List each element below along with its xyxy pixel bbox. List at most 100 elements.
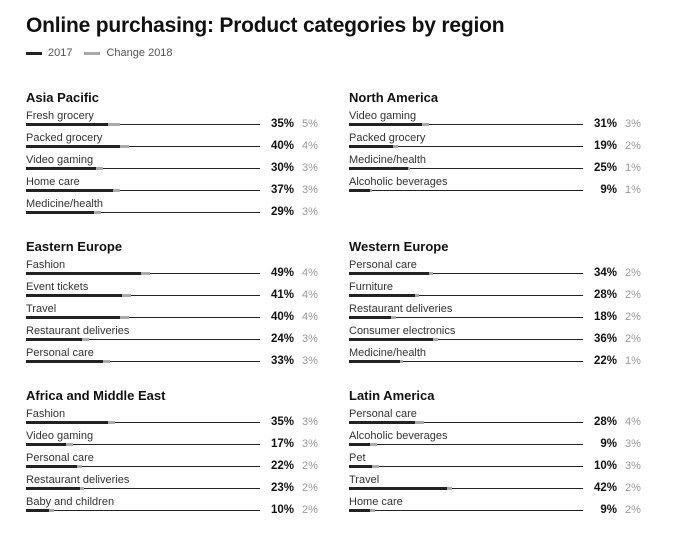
change-2018-label: 2% xyxy=(302,482,318,494)
value-2017-label: 24% xyxy=(270,333,294,345)
bar-change-2018 xyxy=(140,272,151,275)
region-title: North America xyxy=(349,90,439,105)
bar-track xyxy=(349,444,583,445)
bar-change-2018 xyxy=(121,294,132,297)
category-label: Travel xyxy=(26,303,57,315)
bar-change-2018 xyxy=(107,123,120,126)
change-2018-label: 3% xyxy=(302,355,318,367)
value-2017-label: 40% xyxy=(270,311,294,323)
category-label: Restaurant deliveries xyxy=(26,474,130,486)
category-label: Fashion xyxy=(26,259,66,271)
category-row: Video gaming 17% 3% xyxy=(26,430,324,452)
bar-track xyxy=(349,361,583,362)
bar-track xyxy=(26,444,260,445)
value-2017-label: 41% xyxy=(270,289,294,301)
bar-change-2018 xyxy=(407,167,410,170)
category-row: Event tickets 41% 4% xyxy=(26,281,324,303)
region-title: Asia Pacific xyxy=(26,90,99,105)
category-label: Alcoholic beverages xyxy=(349,176,448,188)
bar-change-2018 xyxy=(107,421,115,424)
bar-2017 xyxy=(349,167,408,170)
bar-change-2018 xyxy=(82,338,90,341)
value-2017-label: 37% xyxy=(270,184,294,196)
bar-change-2018 xyxy=(421,123,429,126)
category-row: Restaurant deliveries 18% 2% xyxy=(349,303,647,325)
bar-track xyxy=(349,168,583,169)
bar-2017 xyxy=(26,316,120,319)
bar-track xyxy=(349,146,583,147)
bar-track xyxy=(26,488,260,489)
bar-2017 xyxy=(26,487,80,490)
bar-change-2018 xyxy=(119,145,129,148)
bar-track xyxy=(26,146,260,147)
region-title: Western Europe xyxy=(349,239,449,254)
category-label: Furniture xyxy=(349,281,394,293)
region-panel: Africa and Middle East Fashion 35% 3% Video … xyxy=(26,388,324,518)
bar-change-2018 xyxy=(400,360,403,363)
bar-track xyxy=(349,124,583,125)
bar-2017 xyxy=(349,360,401,363)
category-row: Personal care 28% 4% xyxy=(349,408,647,430)
category-row: Alcoholic beverages 9% 3% xyxy=(349,430,647,452)
value-2017-label: 10% xyxy=(593,460,617,472)
value-2017-label: 28% xyxy=(593,289,617,301)
bar-track xyxy=(26,339,260,340)
category-row: Video gaming 30% 3% xyxy=(26,154,324,176)
bar-change-2018 xyxy=(428,272,434,275)
bar-2017 xyxy=(349,316,392,319)
value-2017-label: 9% xyxy=(600,438,617,450)
category-label: Consumer electronics xyxy=(349,325,456,337)
category-label: Pet xyxy=(349,452,366,464)
value-2017-label: 49% xyxy=(270,267,294,279)
category-label: Medicine/health xyxy=(349,347,427,359)
bar-change-2018 xyxy=(370,189,373,192)
legend-item-change: Change 2018 xyxy=(84,47,173,59)
change-2018-label: 4% xyxy=(302,311,318,323)
region-title: Africa and Middle East xyxy=(26,388,166,403)
category-row: Fashion 49% 4% xyxy=(26,259,324,281)
category-label: Home care xyxy=(349,496,403,508)
category-label: Medicine/health xyxy=(26,198,104,210)
category-label: Restaurant deliveries xyxy=(26,325,130,337)
category-row: Fashion 35% 3% xyxy=(26,408,324,430)
category-label: Event tickets xyxy=(26,281,89,293)
legend: 2017 Change 2018 xyxy=(26,47,185,59)
category-label: Fresh grocery xyxy=(26,110,94,122)
change-2018-label: 4% xyxy=(302,267,318,279)
bar-2017 xyxy=(349,123,422,126)
region-panel: Latin America Personal care 28% 4% Alcoholic… xyxy=(349,388,647,518)
region-title: Eastern Europe xyxy=(26,239,123,254)
region-panel: Asia Pacific Fresh grocery 35% 5% Packed gro… xyxy=(26,90,324,220)
bar-change-2018 xyxy=(414,294,420,297)
bar-2017 xyxy=(349,487,448,490)
bar-2017 xyxy=(26,360,104,363)
category-row: Video gaming 31% 3% xyxy=(349,110,647,132)
bar-change-2018 xyxy=(393,145,399,148)
bar-2017 xyxy=(26,338,83,341)
bar-change-2018 xyxy=(93,211,101,214)
bar-track xyxy=(349,295,583,296)
bar-track xyxy=(26,212,260,213)
change-2018-label: 3% xyxy=(302,333,318,345)
bar-track xyxy=(349,190,583,191)
bar-change-2018 xyxy=(391,316,396,319)
category-label: Alcoholic beverages xyxy=(349,430,448,442)
bar-2017 xyxy=(26,465,78,468)
value-2017-label: 42% xyxy=(593,482,617,494)
category-row: Home care 37% 3% xyxy=(26,176,324,198)
category-label: Personal care xyxy=(26,452,94,464)
bar-2017 xyxy=(26,167,97,170)
value-2017-label: 35% xyxy=(270,118,294,130)
bar-change-2018 xyxy=(370,443,378,446)
category-label: Personal care xyxy=(349,259,417,271)
value-2017-label: 33% xyxy=(270,355,294,367)
chart-title: Online purchasing: Product categories by… xyxy=(26,14,505,37)
bar-2017 xyxy=(349,509,371,512)
bar-2017 xyxy=(26,509,50,512)
bar-track xyxy=(349,466,583,467)
category-row: Home care 9% 2% xyxy=(349,496,647,518)
category-label: Personal care xyxy=(26,347,94,359)
change-2018-label: 3% xyxy=(625,438,641,450)
value-2017-label: 10% xyxy=(270,504,294,516)
category-label: Packed grocery xyxy=(26,132,103,144)
